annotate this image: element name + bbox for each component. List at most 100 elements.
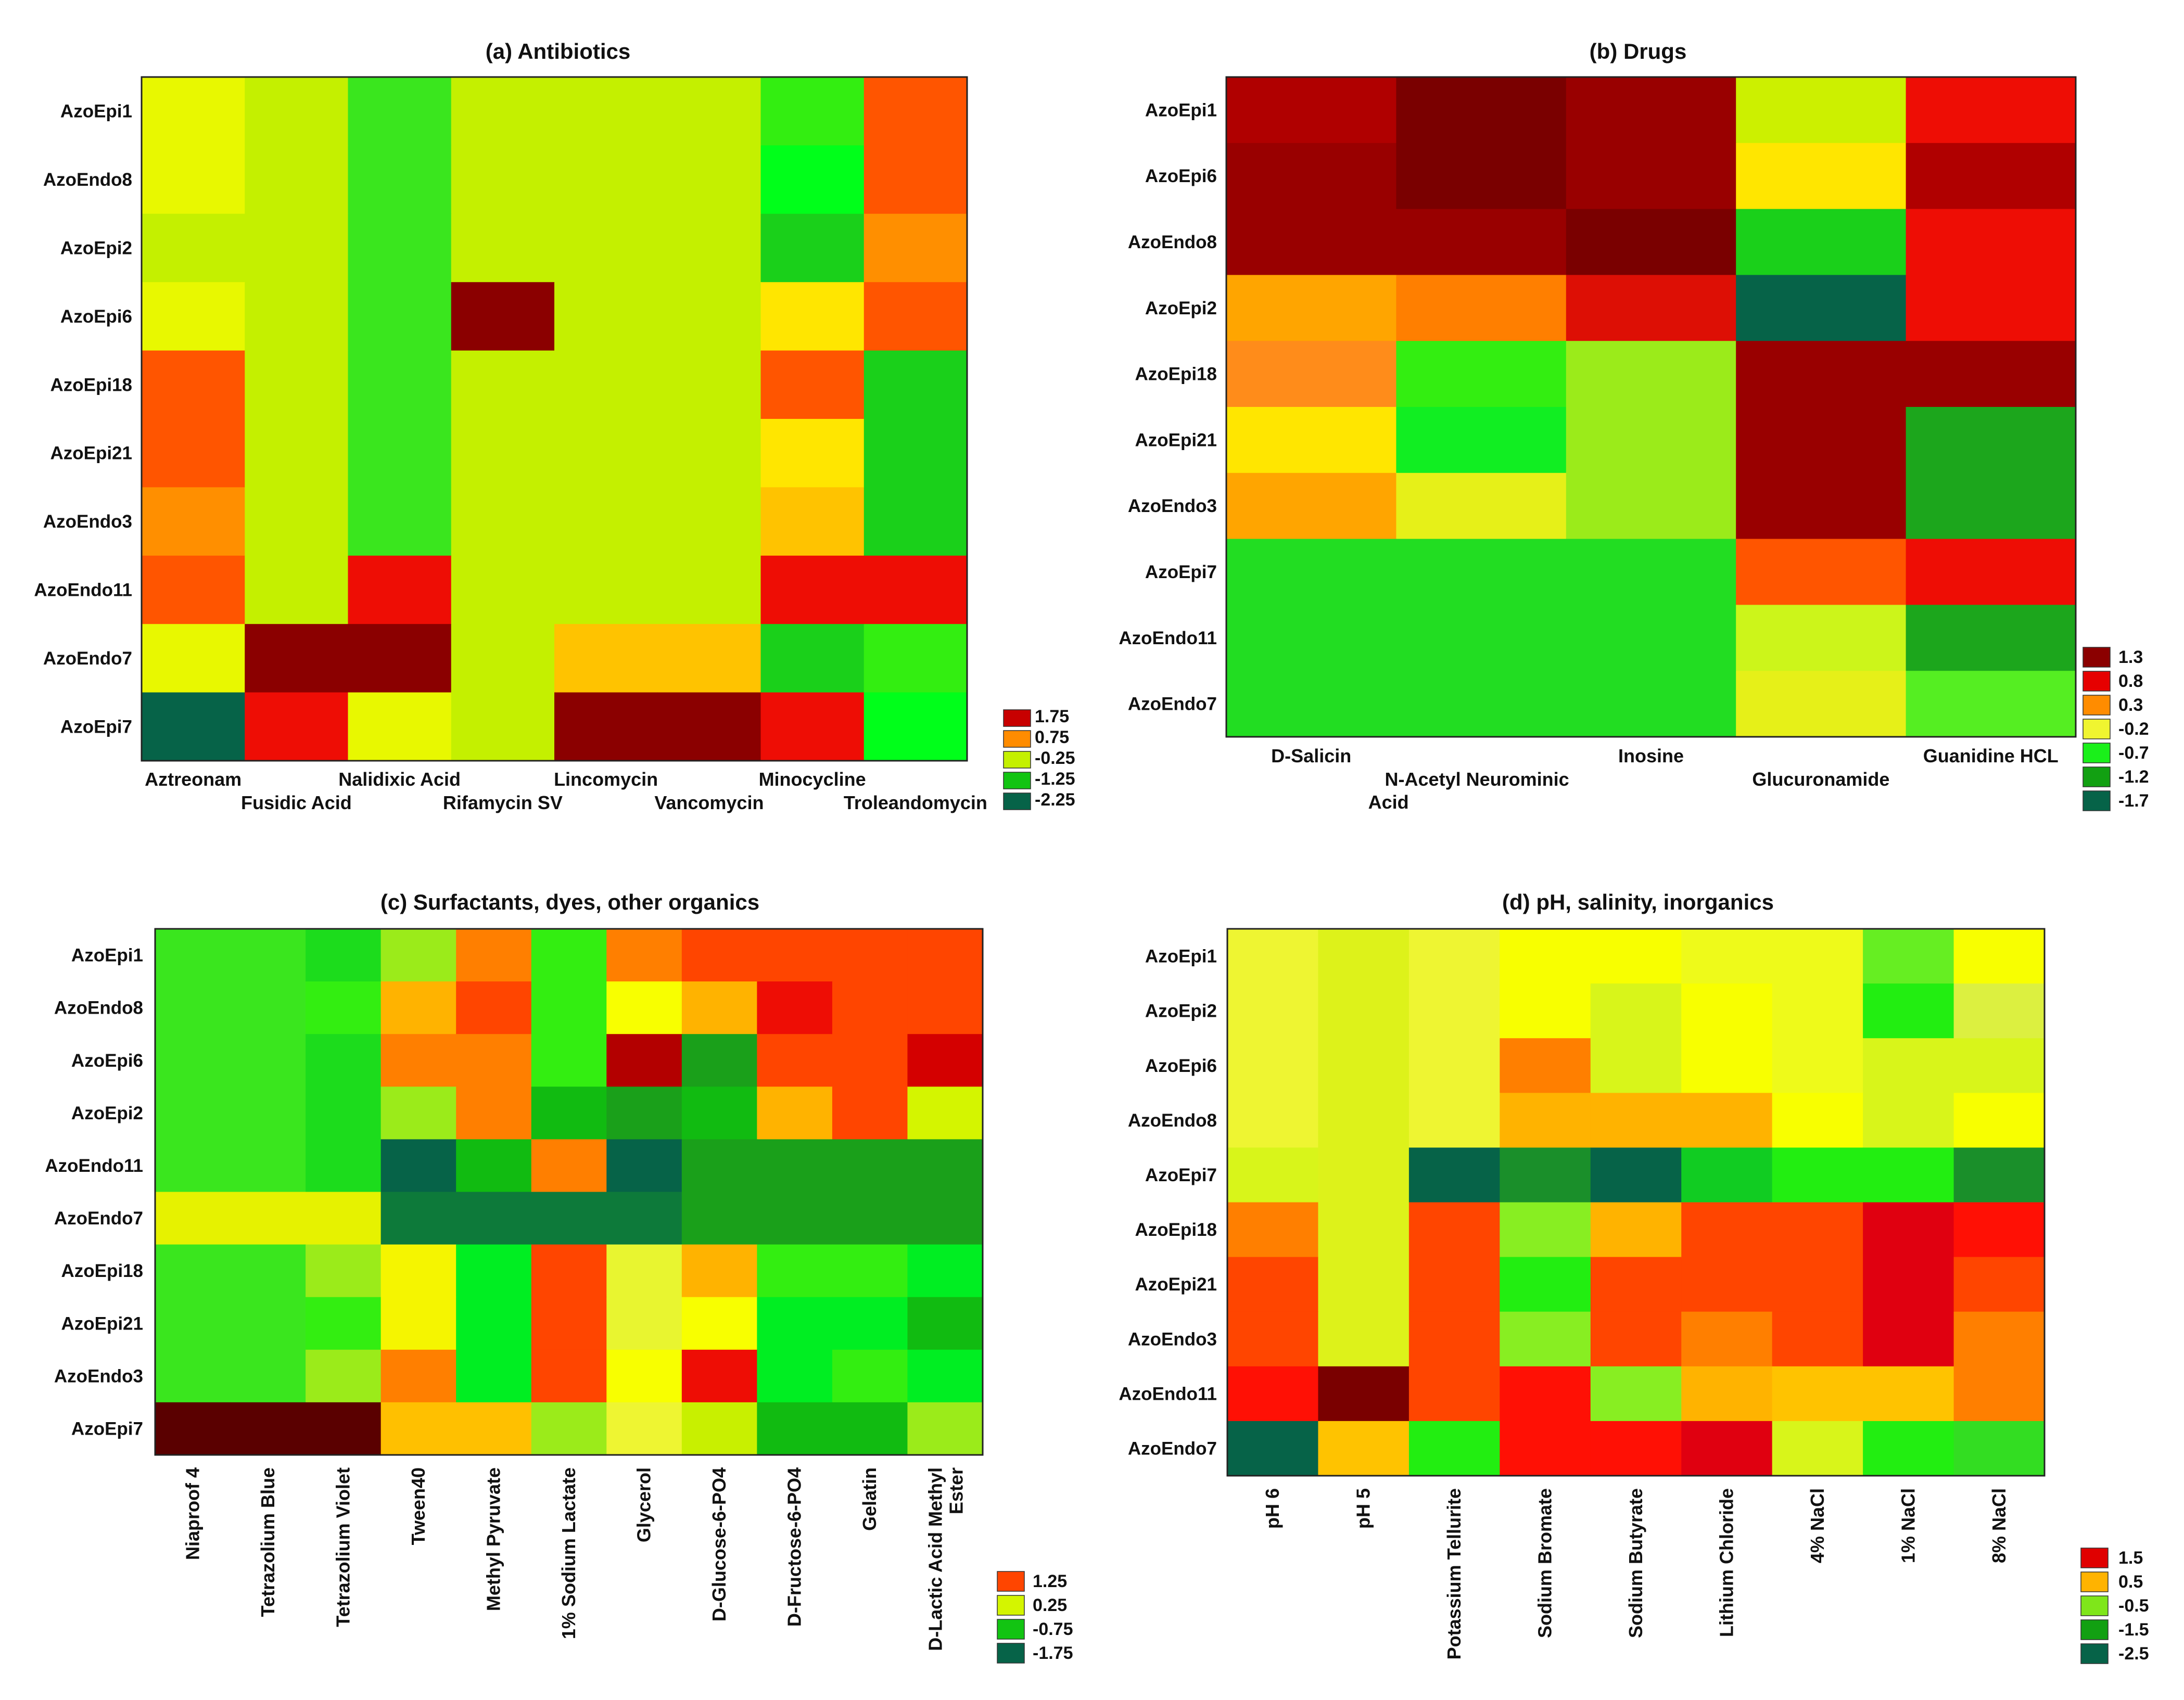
heatmap-cell	[230, 1297, 306, 1350]
heatmap-cell	[1408, 1257, 1501, 1312]
heatmap-cell	[1772, 983, 1863, 1039]
column-label: Gelatin	[859, 1467, 880, 1531]
heatmap-cell	[1906, 407, 2076, 474]
heatmap-cell	[832, 1244, 908, 1298]
heatmap-cell	[1590, 1366, 1682, 1422]
legend: 1.25 0.25 -0.75 -1.75	[997, 1571, 1073, 1664]
heatmap-cell	[380, 1402, 456, 1455]
legend-label: -0.2	[2118, 719, 2149, 739]
heatmap-cell	[1863, 1257, 1954, 1312]
heatmap-cell	[554, 692, 658, 761]
column-label: Methyl Pyruvate	[483, 1467, 504, 1611]
row-label: AzoEndo8	[1128, 232, 1217, 252]
heatmap-cell	[531, 1349, 607, 1403]
heatmap-cell	[1318, 1311, 1410, 1367]
row-label: AzoEndo3	[1128, 496, 1217, 516]
heatmap-cell	[1772, 1038, 1863, 1094]
heatmap-cell	[142, 555, 246, 624]
heatmap-cell	[451, 213, 555, 283]
heatmap-cell	[864, 555, 968, 624]
heatmap-cell	[657, 624, 761, 693]
chart-title: (b) Drugs	[1590, 39, 1687, 63]
heatmap-cell	[1772, 1093, 1863, 1148]
plot-frame	[154, 928, 984, 1456]
row-label: AzoEpi2	[1145, 1001, 1217, 1021]
column-label: D-Glucose-6-PO4	[708, 1467, 730, 1621]
legend-swatch	[997, 1643, 1025, 1664]
heatmap-cells	[154, 928, 984, 1456]
heatmap-cell	[456, 1244, 532, 1298]
legend-label: -0.5	[2118, 1596, 2149, 1616]
heatmap-cell	[864, 487, 968, 556]
heatmap-cell	[832, 929, 908, 982]
column-label: Sodium Bromate	[1534, 1488, 1556, 1638]
heatmap-cell	[1227, 1093, 1319, 1148]
heatmap-cell	[1906, 605, 2076, 671]
heatmap-cell	[657, 350, 761, 419]
plot-frame	[141, 76, 968, 762]
legend-swatch	[2080, 1571, 2109, 1592]
heatmap-cell	[554, 145, 658, 214]
heatmap-cell	[348, 419, 452, 488]
heatmap-cell	[531, 1244, 607, 1298]
heatmap-cell	[1396, 77, 1567, 144]
heatmap-cell	[657, 145, 761, 214]
chart-title: (c) Surfactants, dyes, other organics	[380, 890, 759, 914]
legend-label: 1.3	[2118, 647, 2143, 667]
heatmap-cell	[1318, 983, 1410, 1039]
column-label: Lincomycin	[554, 769, 658, 790]
column-label: Tetrazolium Violet	[332, 1467, 353, 1627]
column-label: Sodium Butyrate	[1625, 1488, 1646, 1638]
heatmap-cell	[1566, 209, 1736, 276]
heatmap-cell	[1566, 472, 1736, 540]
heatmap-cell	[456, 1297, 532, 1350]
heatmap-cell	[245, 692, 349, 761]
row-label: AzoEpi2	[1145, 298, 1217, 318]
heatmap-cell	[681, 1139, 758, 1193]
heatmap-cell	[1906, 77, 2076, 144]
heatmap-cell	[1318, 1257, 1410, 1312]
heatmap-cell	[1408, 1421, 1501, 1476]
heatmap-cell	[657, 555, 761, 624]
heatmap-cell	[1408, 1147, 1501, 1203]
heatmap-cell	[1566, 605, 1736, 671]
column-label: 4% NaCl	[1807, 1488, 1828, 1563]
plot-frame	[1226, 928, 2046, 1477]
heatmap-cell	[1226, 209, 1397, 276]
heatmap-cell	[1772, 1421, 1863, 1476]
heatmap-cell	[245, 213, 349, 283]
heatmap-cell	[531, 929, 607, 982]
legend: 1.3 0.8 0.3 -0.2 -0.7 -1.2 -1.7	[2083, 647, 2149, 811]
column-label: D-Lactic Acid MethylEster	[925, 1467, 967, 1651]
heatmap-cell	[451, 77, 555, 146]
heatmap-cell	[451, 282, 555, 351]
heatmap-cell	[1227, 983, 1319, 1039]
heatmap-cell	[1396, 671, 1567, 737]
heatmap-cell	[451, 555, 555, 624]
heatmap-cell	[142, 282, 246, 351]
legend-swatch	[997, 1595, 1025, 1616]
heatmap-cell	[1318, 1366, 1410, 1422]
row-label: AzoEndo7	[1128, 1438, 1217, 1459]
heatmap-cell	[657, 419, 761, 488]
column-labels: pH 6 pH 5 Potassium Tellurite Sodium Bro…	[1262, 1488, 2010, 1659]
legend-label: 0.25	[1033, 1595, 1067, 1615]
heatmap-cell	[1772, 1257, 1863, 1312]
heatmap-cell	[1408, 1311, 1501, 1367]
heatmap-cell	[380, 1349, 456, 1403]
heatmap-cell	[348, 213, 452, 283]
heatmap-cell	[864, 624, 968, 693]
legend-swatch	[2080, 1595, 2109, 1616]
heatmap-cell	[245, 487, 349, 556]
heatmap-cell	[230, 1402, 306, 1455]
legend-label: -0.7	[2118, 743, 2149, 763]
heatmap-cell	[1396, 407, 1567, 474]
heatmap-cell	[245, 555, 349, 624]
heatmap-cell	[155, 1192, 231, 1245]
heatmap-cell	[907, 1192, 983, 1245]
heatmap-cell	[531, 1087, 607, 1140]
heatmap-cell	[380, 1034, 456, 1088]
heatmap-cell	[1396, 209, 1567, 276]
heatmap-cell	[1227, 1311, 1319, 1367]
heatmap-cell	[456, 1402, 532, 1455]
